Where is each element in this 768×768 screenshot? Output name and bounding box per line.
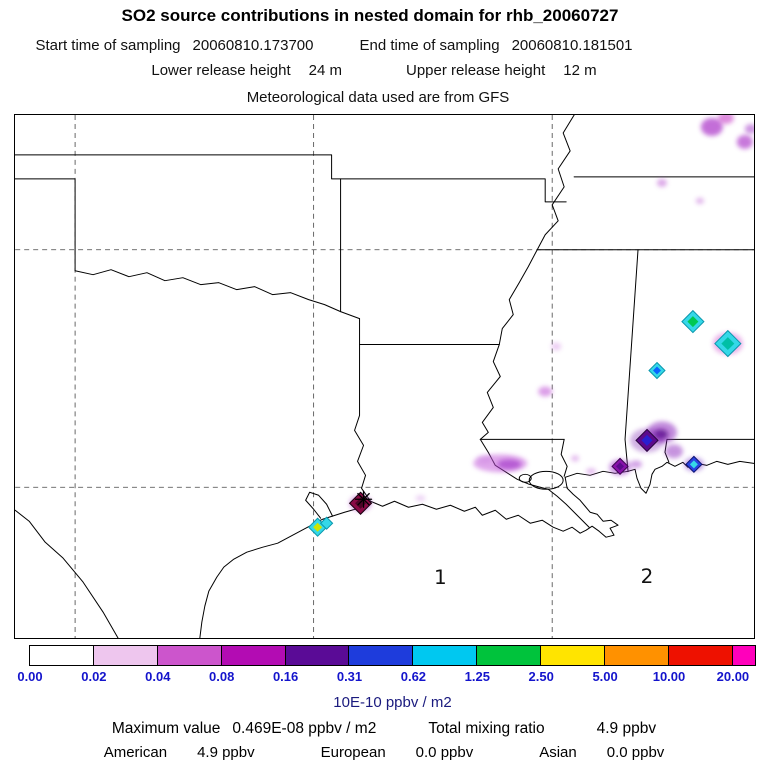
colorbar-tick-labels: 0.00 0.02 0.04 0.08 0.16 0.31 0.62 1.25 2.50 5.00… (17, 669, 756, 685)
units-label: 10E-10 ppbv / m2 (333, 694, 452, 711)
plume-blob (717, 115, 734, 124)
colorbar-segment (413, 646, 478, 665)
end-time-label: End time of sampling (359, 37, 500, 54)
region-name: European (320, 744, 386, 761)
colorbar-tick-label: 1.25 (464, 669, 490, 684)
colorbar-segment (157, 646, 222, 665)
region-name: American (103, 744, 168, 761)
source-marker (319, 516, 334, 530)
site-number-label: 2 (641, 564, 654, 588)
plume-blob (664, 444, 683, 459)
source-marker (648, 361, 666, 380)
plume-blob (571, 455, 580, 462)
plume-blob (497, 459, 522, 470)
lower-release-label: Lower release height (151, 62, 291, 79)
colorbar-segment (285, 646, 350, 665)
start-time-value: 20060810.173700 (192, 37, 314, 54)
colorbar-segment (541, 646, 606, 665)
region-name: Asian (539, 744, 577, 761)
plume-blob (476, 455, 493, 464)
colorbar-segment (221, 646, 286, 665)
plume-blob (630, 460, 643, 469)
mixing-ratio-label: Total mixing ratio (428, 720, 545, 737)
colorbar-segment (477, 646, 542, 665)
region-contribution-pair: Asian 0.0 ppbv (539, 744, 664, 761)
maximum-value-label: Maximum value (111, 720, 221, 737)
met-data-line: Meteorological data used are from GFS (246, 89, 510, 106)
plume-blob (744, 123, 754, 134)
start-time-pair: Start time of sampling 20060810.173700 (35, 37, 313, 54)
plume-blob (538, 386, 553, 397)
colorbar-tick-label: 0.16 (272, 669, 299, 684)
region-contribution-pair: European 0.0 ppbv (321, 744, 474, 761)
colorbar-tick-label: 0.00 (17, 669, 43, 684)
plume-blob (736, 134, 753, 149)
site-number-label: 1 (434, 565, 447, 589)
colorbar-tick-label: 0.08 (209, 669, 235, 684)
lower-release-pair: Lower release height 24 m (151, 62, 342, 79)
region-contribution-pair: American 4.9 ppbv (104, 744, 255, 761)
source-marker (635, 428, 659, 453)
source-markers (307, 309, 742, 537)
lower-release-value: 24 m (308, 62, 342, 79)
region-value: 0.0 ppbv (606, 744, 665, 761)
mixing-ratio-value: 4.9 ppbv (596, 720, 657, 737)
colorbar-segment (349, 646, 414, 665)
plume-blob (656, 178, 667, 187)
state-borders (15, 115, 754, 638)
upper-release-pair: Upper release height 12 m (406, 62, 597, 79)
colorbar-tick-label: 0.62 (400, 669, 427, 684)
end-time-pair: End time of sampling 20060810.181501 (359, 37, 632, 54)
plot-title: SO2 source contributions in nested domai… (121, 6, 619, 25)
colorbar-segment (668, 646, 733, 665)
region-value: 0.0 ppbv (415, 744, 474, 761)
sampling-times-line: Start time of sampling 20060810.173700 E… (0, 37, 668, 54)
colorbar-segment (732, 646, 755, 665)
colorbar (29, 645, 756, 666)
summary-line: Maximum value 0.469E-08 ppbv / m2 Total … (0, 720, 768, 738)
regional-contributions-line: American 4.9 ppbv European 0.0 ppbv Asian 0.0… (0, 744, 768, 761)
upper-release-label: Upper release height (406, 62, 546, 79)
lat-lon-gridlines (15, 115, 754, 638)
release-heights-line: Lower release height 24 m Upper release … (0, 62, 748, 79)
source-marker (348, 490, 373, 515)
plume-blob (695, 197, 704, 204)
colorbar-segment (30, 646, 94, 665)
source-marker (611, 457, 629, 476)
source-marker (685, 455, 703, 474)
plume-blob (700, 117, 723, 136)
source-marker (714, 329, 742, 358)
maximum-value: 0.469E-08 ppbv / m2 (232, 720, 377, 737)
source-star-icon (357, 492, 370, 506)
colorbar-tick-label: 2.50 (528, 669, 554, 684)
colorbar-tick-label: 0.04 (145, 669, 171, 684)
colorbar-tick-label: 0.02 (81, 669, 107, 684)
colorbar-segment (605, 646, 669, 665)
source-marker (681, 309, 705, 334)
colorbar-tick-label: 10.00 (652, 669, 686, 684)
region-value: 4.9 ppbv (197, 744, 255, 761)
colorbar-segment (93, 646, 158, 665)
colorbar-tick-label: 20.00 (716, 669, 750, 684)
plume-blob (551, 342, 562, 351)
colorbar-tick-label: 0.31 (336, 669, 363, 684)
start-time-label: Start time of sampling (35, 37, 181, 54)
upper-release-value: 12 m (563, 62, 597, 79)
plume-blob (586, 468, 597, 475)
colorbar-tick-label: 5.00 (592, 669, 618, 684)
end-time-value: 20060810.181501 (511, 37, 633, 54)
maximum-value-pair: Maximum value 0.469E-08 ppbv / m2 (112, 720, 376, 738)
plume-blob (415, 495, 426, 502)
